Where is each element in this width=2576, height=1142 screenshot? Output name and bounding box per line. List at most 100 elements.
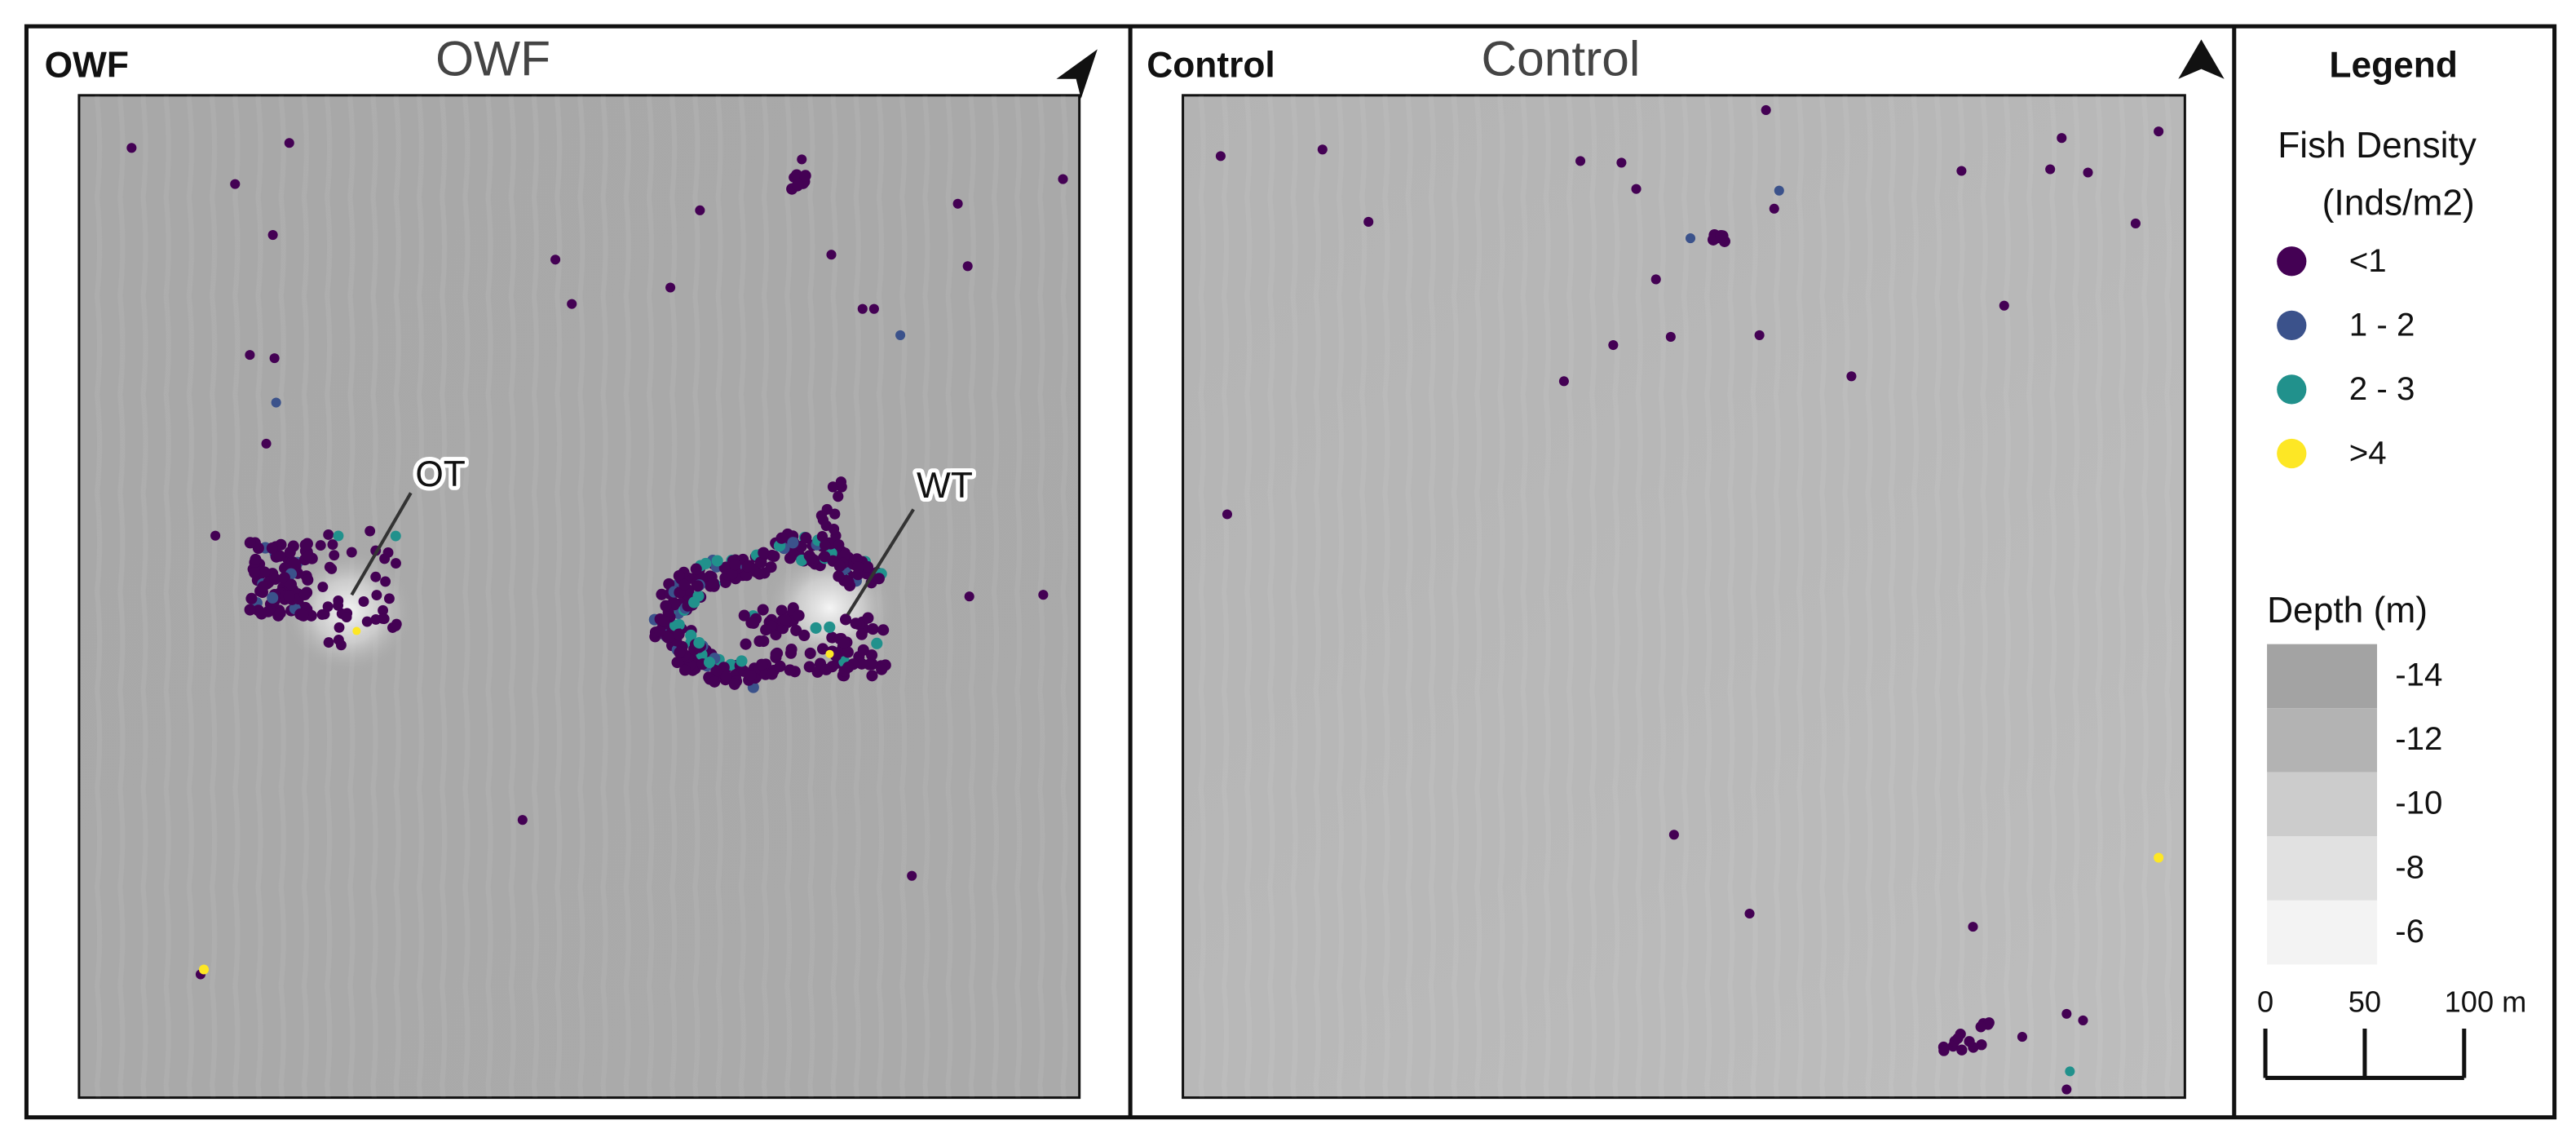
fish-point [658, 615, 670, 627]
fish-point [876, 663, 888, 675]
fish-point [1715, 230, 1727, 242]
fish-point [857, 303, 868, 314]
fish-point [662, 631, 674, 644]
fish-point [380, 576, 391, 587]
fish-point [2078, 1015, 2088, 1025]
fish-point [745, 670, 757, 682]
fish-point [298, 588, 311, 601]
fish-point [700, 557, 712, 569]
legend-swatch [2277, 310, 2307, 340]
legend-section-title: Fish Density [2278, 126, 2477, 166]
fish-point [758, 547, 770, 559]
fish-point [334, 622, 345, 633]
fish-point [245, 350, 255, 361]
fish-point [1631, 184, 1641, 194]
fish-point [740, 638, 752, 650]
depth-swatch [2267, 900, 2378, 965]
fish-point [826, 250, 837, 260]
fish-point [371, 590, 382, 601]
fish-point [1608, 339, 1619, 351]
fish-point [1846, 371, 1857, 382]
fish-point [1650, 274, 1661, 285]
fish-point [2057, 133, 2067, 144]
fish-point [299, 539, 312, 551]
fish-point [665, 282, 676, 293]
fish-point [284, 546, 296, 559]
owf-panel: OWF OWF OT WT [45, 31, 1098, 1100]
fish-point [329, 550, 340, 561]
fish-point [803, 661, 815, 673]
fish-point [1685, 233, 1696, 244]
fish-point [2017, 1032, 2027, 1042]
fish-point [855, 628, 868, 640]
legend-swatch [2277, 374, 2307, 405]
legend-section-title: Depth (m) [2267, 591, 2428, 631]
fish-point [1058, 174, 1068, 184]
fish-point [669, 599, 681, 611]
fish-point [835, 476, 847, 488]
fish-point [1754, 330, 1765, 340]
fish-point [1769, 203, 1779, 214]
annotation-leader [350, 492, 413, 596]
fish-point [770, 648, 782, 660]
fish-point [695, 205, 705, 215]
legend-label: <1 [2349, 242, 2387, 279]
fish-point [824, 621, 836, 633]
fish-point [710, 666, 722, 678]
fish-point [550, 255, 561, 265]
fish-point [962, 261, 973, 272]
legend-label: -6 [2395, 913, 2424, 949]
fish-point [833, 560, 846, 573]
legend-label: 2 - 3 [2349, 370, 2415, 407]
legend-label: >4 [2349, 435, 2387, 471]
fish-point [322, 601, 334, 613]
fish-point [709, 675, 721, 688]
fish-point [315, 540, 326, 551]
fish-point [341, 612, 352, 623]
fish-point [271, 397, 281, 408]
fish-point [673, 569, 685, 582]
fish-point [269, 573, 281, 585]
fish-point [269, 353, 280, 364]
fish-point [303, 551, 315, 563]
north-arrow [1056, 49, 1098, 99]
panel-label: OWF [45, 45, 129, 85]
depth-swatch [2267, 772, 2378, 837]
fish-point [302, 573, 314, 586]
fish-point [346, 547, 357, 558]
fish-point [669, 619, 681, 631]
depth-swatch [2267, 836, 2378, 901]
fish-point [283, 590, 295, 602]
fish-point [829, 508, 841, 520]
legend-section-title: (Inds/m2) [2322, 184, 2475, 224]
fish-point [758, 635, 770, 648]
fish-point [1317, 144, 1328, 155]
fish-point [382, 547, 394, 558]
fish-point [1999, 300, 2009, 311]
fish-points [126, 138, 1068, 980]
fish-point [274, 607, 286, 619]
fish-point [780, 613, 792, 626]
fish-point [760, 624, 772, 636]
fish-point [261, 438, 272, 449]
fish-point [720, 671, 732, 683]
fish-point [2065, 1066, 2075, 1077]
panel-title: OWF [435, 31, 550, 86]
fish-point [284, 138, 294, 148]
fish-point [907, 870, 917, 881]
fish-point [274, 550, 286, 562]
fish-point [255, 608, 267, 620]
scale-label: 0 [2257, 985, 2273, 1018]
fish-point [323, 637, 334, 648]
fish-point [285, 578, 298, 591]
fish-point [1558, 376, 1569, 387]
fish-points [1215, 104, 2164, 1095]
fish-point [815, 510, 828, 521]
north-arrow [2178, 39, 2225, 79]
fish-point [798, 629, 811, 642]
fish-point [833, 570, 845, 582]
fish-point [674, 646, 686, 658]
fish-point [653, 625, 666, 637]
legend-label: -8 [2395, 848, 2424, 885]
fish-point [673, 628, 685, 640]
